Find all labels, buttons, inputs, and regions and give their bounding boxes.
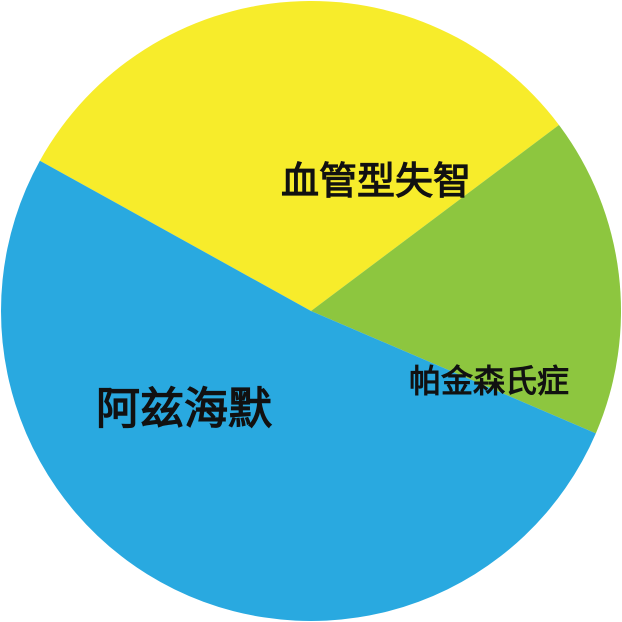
pie-slice bbox=[1, 160, 596, 621]
slice-label: 阿兹海默 bbox=[96, 384, 273, 435]
pie-slice bbox=[39, 1, 559, 312]
pie-slice bbox=[311, 124, 622, 434]
slice-label: 血管型失智 bbox=[281, 159, 471, 203]
slice-label: 帕金森氏症 bbox=[409, 362, 569, 400]
